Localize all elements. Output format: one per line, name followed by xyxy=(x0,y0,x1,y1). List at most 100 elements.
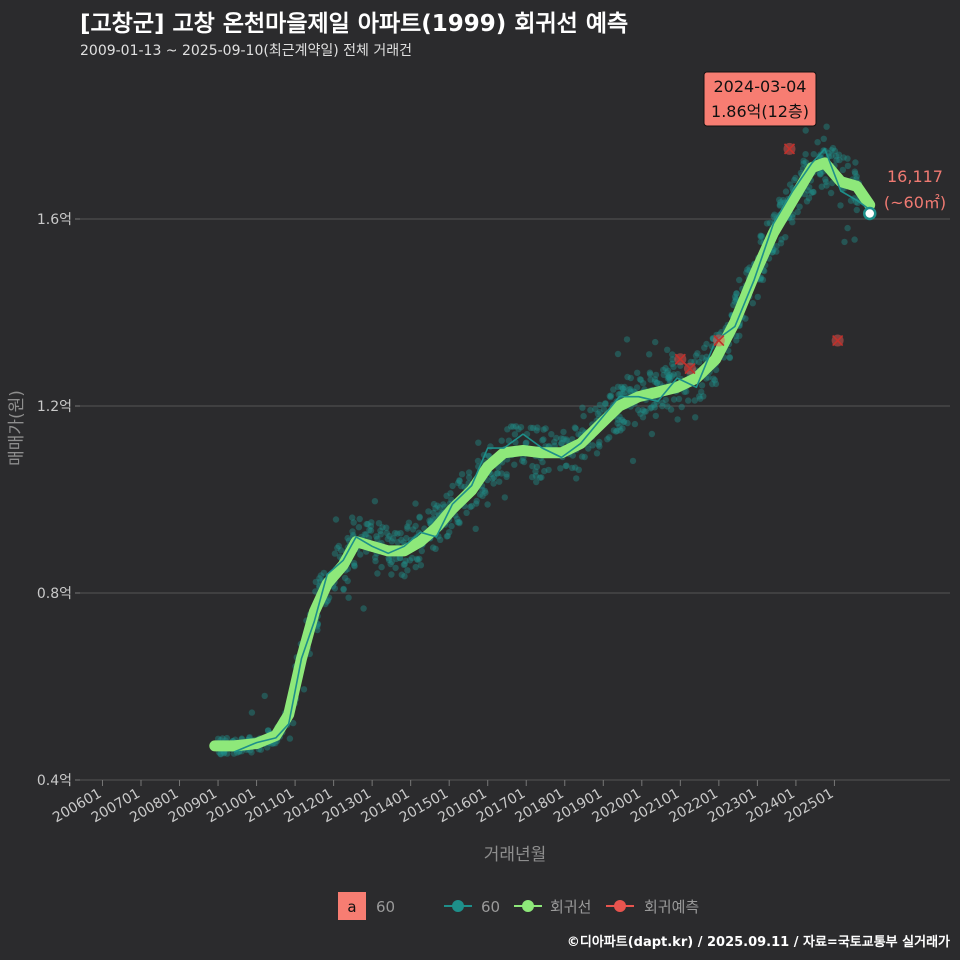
transaction-point xyxy=(800,157,807,164)
transaction-point xyxy=(647,376,654,383)
transaction-point xyxy=(841,238,848,246)
transaction-point xyxy=(430,509,437,516)
transaction-point xyxy=(378,563,385,571)
transaction-point xyxy=(778,236,785,243)
transaction-point xyxy=(757,233,764,240)
transaction-point xyxy=(602,400,609,407)
transaction-point xyxy=(391,529,399,537)
transaction-point xyxy=(286,735,294,742)
transaction-point xyxy=(386,532,393,540)
forecast-cross xyxy=(783,143,796,155)
transaction-point xyxy=(223,734,231,742)
transaction-point xyxy=(616,423,623,430)
forecast-cross xyxy=(832,334,844,347)
transaction-point xyxy=(448,522,455,530)
transaction-point xyxy=(403,534,410,542)
transaction-point xyxy=(414,556,421,564)
transaction-point xyxy=(593,450,601,457)
transaction-point xyxy=(853,206,860,214)
transaction-point xyxy=(796,203,803,210)
transaction-point xyxy=(818,183,825,190)
transaction-point xyxy=(320,569,328,577)
transaction-point xyxy=(541,467,548,475)
transaction-point xyxy=(430,515,437,522)
transaction-point xyxy=(712,366,720,374)
transaction-point xyxy=(290,719,297,727)
transaction-point xyxy=(372,554,379,561)
transaction-point xyxy=(620,418,627,425)
transaction-point xyxy=(489,475,496,482)
transaction-point xyxy=(692,414,699,421)
transaction-point xyxy=(473,497,480,505)
transaction-point xyxy=(589,442,596,449)
transaction-point xyxy=(364,520,371,528)
transaction-point xyxy=(664,375,672,382)
transaction-point xyxy=(357,551,364,558)
transaction-point xyxy=(465,474,473,481)
transaction-point xyxy=(822,178,830,186)
transaction-point xyxy=(375,520,383,527)
transaction-point xyxy=(456,519,463,527)
transaction-point xyxy=(607,392,615,399)
legend-forecast-label: 회귀예측 xyxy=(644,898,699,916)
transaction-point xyxy=(619,385,626,392)
transaction-point xyxy=(515,426,522,433)
transaction-point xyxy=(368,519,375,526)
transaction-point xyxy=(312,578,319,586)
transaction-point xyxy=(802,159,810,166)
transaction-point xyxy=(639,414,647,421)
transaction-point xyxy=(523,439,530,446)
transaction-point xyxy=(712,380,720,388)
transaction-point xyxy=(507,423,515,430)
transaction-point xyxy=(361,531,368,538)
transaction-point xyxy=(669,356,676,363)
transaction-point xyxy=(648,430,656,438)
transaction-point xyxy=(696,393,703,400)
transaction-point xyxy=(349,514,356,521)
transaction-point xyxy=(620,385,627,392)
transaction-point xyxy=(791,176,798,184)
transaction-point xyxy=(731,293,739,300)
transaction-point xyxy=(467,503,474,511)
transaction-point xyxy=(646,351,653,358)
transaction-point xyxy=(579,404,586,411)
transaction-point xyxy=(800,160,807,167)
legend-forecast-point xyxy=(614,900,626,912)
transaction-point xyxy=(666,371,673,379)
transaction-point xyxy=(551,438,558,446)
transaction-point xyxy=(627,388,634,395)
transaction-point xyxy=(610,386,617,393)
transaction-point xyxy=(804,187,811,194)
transaction-point xyxy=(519,457,526,465)
highlight-marks xyxy=(674,142,877,375)
transaction-point xyxy=(642,408,649,415)
transaction-point xyxy=(472,525,479,532)
transaction-point xyxy=(331,585,339,592)
transaction-point xyxy=(444,532,451,540)
transaction-point xyxy=(614,427,621,435)
transaction-point xyxy=(831,147,839,155)
transaction-point xyxy=(539,458,546,466)
transaction-point xyxy=(835,151,843,158)
transaction-point xyxy=(853,173,860,180)
transaction-point xyxy=(670,363,677,370)
transaction-point xyxy=(425,508,432,515)
transaction-point xyxy=(573,475,580,482)
transaction-point xyxy=(615,416,622,423)
forecast-cross xyxy=(674,353,686,365)
transaction-point xyxy=(498,437,505,444)
y-tick-label: 0.8억 xyxy=(37,586,72,602)
transaction-point xyxy=(529,462,536,470)
transaction-point xyxy=(344,577,351,585)
transaction-point xyxy=(474,457,482,465)
transaction-point xyxy=(540,426,547,433)
transaction-point xyxy=(779,196,787,204)
legend-box-glyph: a xyxy=(347,898,356,916)
transaction-point xyxy=(773,243,780,250)
transaction-point xyxy=(377,531,384,538)
transaction-point xyxy=(503,471,510,478)
transaction-point xyxy=(388,571,395,578)
transaction-point xyxy=(402,557,409,564)
transaction-point xyxy=(665,373,672,381)
transaction-point xyxy=(837,202,844,209)
